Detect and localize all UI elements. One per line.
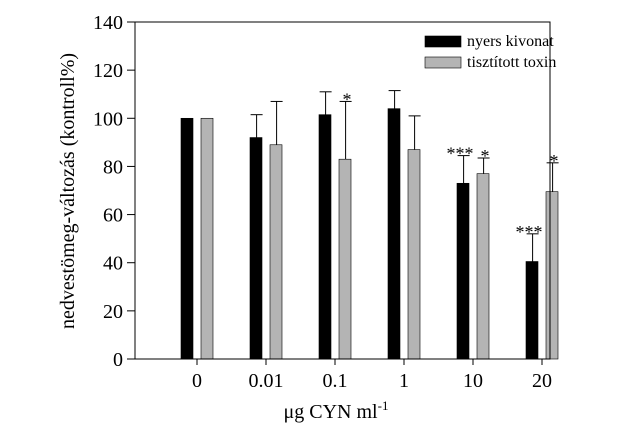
bar-tisztitott: [200, 117, 214, 360]
bar-tisztitott: [269, 144, 283, 360]
y-tick-label: 80: [103, 156, 123, 178]
y-tick-label: 0: [113, 349, 123, 371]
error-bar-group: [250, 90, 559, 262]
x-axis-label: μg CYN ml-1: [284, 398, 389, 423]
bar-nyers: [387, 108, 401, 360]
x-tick-label: 20: [532, 370, 552, 392]
significance-marker: ***: [516, 222, 543, 242]
legend-label: nyers kivonat: [467, 33, 554, 50]
x-axis: 0 0.01 0.1 1 10 20: [192, 359, 552, 392]
bar-nyers: [180, 117, 194, 360]
bar-nyers: [525, 261, 539, 360]
y-tick-label: 60: [103, 205, 123, 227]
bar-tisztitott: [338, 158, 352, 360]
bar-tisztitott: [476, 173, 490, 360]
bar-nyers: [249, 137, 263, 360]
bar-nyers: [456, 182, 470, 360]
y-axis-label: nedvestömeg-változás (kontroll%): [57, 53, 79, 329]
legend-swatch: [424, 56, 462, 69]
legend: nyers kivonat tisztított toxin: [424, 33, 556, 71]
x-tick-label: 0: [192, 370, 202, 392]
x-axis-label-superscript: -1: [378, 398, 389, 413]
bar-tisztitott: [545, 191, 559, 360]
y-tick-label: 120: [93, 60, 123, 82]
legend-swatch: [424, 35, 462, 48]
y-axis: 0 20 40 60 80 100 120 140: [93, 12, 135, 371]
x-tick-label: 10: [463, 370, 483, 392]
bar-series-group: [180, 108, 559, 360]
x-tick-label: 0.1: [323, 370, 348, 392]
x-axis-label-main: μg CYN ml: [284, 401, 379, 423]
legend-label: tisztított toxin: [467, 54, 556, 71]
bar-tisztitott: [407, 149, 421, 360]
significance-group: **** *****: [343, 89, 559, 241]
significance-marker: *: [343, 89, 352, 109]
plot-frame: [134, 21, 551, 360]
y-tick-label: 140: [93, 12, 123, 34]
y-tick-label: 100: [93, 108, 123, 130]
significance-marker: *: [550, 151, 559, 171]
x-tick-label: 0.01: [249, 370, 284, 392]
y-tick-label: 20: [103, 301, 123, 323]
x-tick-label: 1: [399, 370, 409, 392]
significance-marker: *: [481, 146, 490, 166]
bar-nyers: [318, 114, 332, 360]
significance-marker: ***: [447, 144, 474, 164]
y-tick-label: 40: [103, 253, 123, 275]
